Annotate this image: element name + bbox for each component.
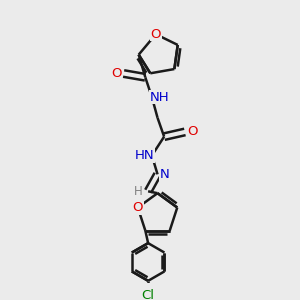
Text: O: O <box>133 201 143 214</box>
Text: O: O <box>151 28 161 41</box>
Text: H: H <box>134 185 143 198</box>
Text: HN: HN <box>134 149 154 162</box>
Text: O: O <box>187 125 198 138</box>
Text: Cl: Cl <box>142 290 154 300</box>
Text: NH: NH <box>150 91 169 103</box>
Text: N: N <box>159 168 169 181</box>
Text: O: O <box>111 67 121 80</box>
